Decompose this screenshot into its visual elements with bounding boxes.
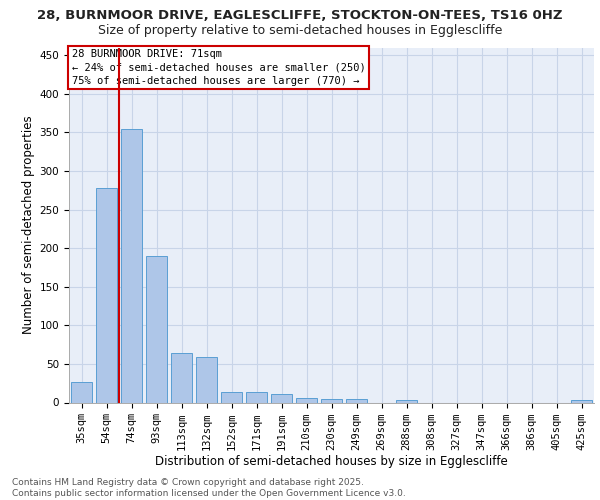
Y-axis label: Number of semi-detached properties: Number of semi-detached properties [22, 116, 35, 334]
Bar [171, 353, 192, 403]
Text: Contains HM Land Registry data © Crown copyright and database right 2025.
Contai: Contains HM Land Registry data © Crown c… [12, 478, 406, 498]
Bar [196, 357, 217, 403]
Bar [346, 398, 367, 402]
Bar [396, 400, 417, 402]
Bar [71, 382, 92, 402]
Bar [571, 400, 592, 402]
Bar [296, 398, 317, 402]
X-axis label: Distribution of semi-detached houses by size in Egglescliffe: Distribution of semi-detached houses by … [155, 456, 508, 468]
Bar [221, 392, 242, 402]
Bar [246, 392, 267, 402]
Text: 28 BURNMOOR DRIVE: 71sqm
← 24% of semi-detached houses are smaller (250)
75% of : 28 BURNMOOR DRIVE: 71sqm ← 24% of semi-d… [71, 50, 365, 86]
Bar [271, 394, 292, 402]
Bar [321, 398, 342, 402]
Bar [146, 256, 167, 402]
Text: 28, BURNMOOR DRIVE, EAGLESCLIFFE, STOCKTON-ON-TEES, TS16 0HZ: 28, BURNMOOR DRIVE, EAGLESCLIFFE, STOCKT… [37, 9, 563, 22]
Bar [96, 188, 117, 402]
Text: Size of property relative to semi-detached houses in Egglescliffe: Size of property relative to semi-detach… [98, 24, 502, 37]
Bar [121, 128, 142, 402]
